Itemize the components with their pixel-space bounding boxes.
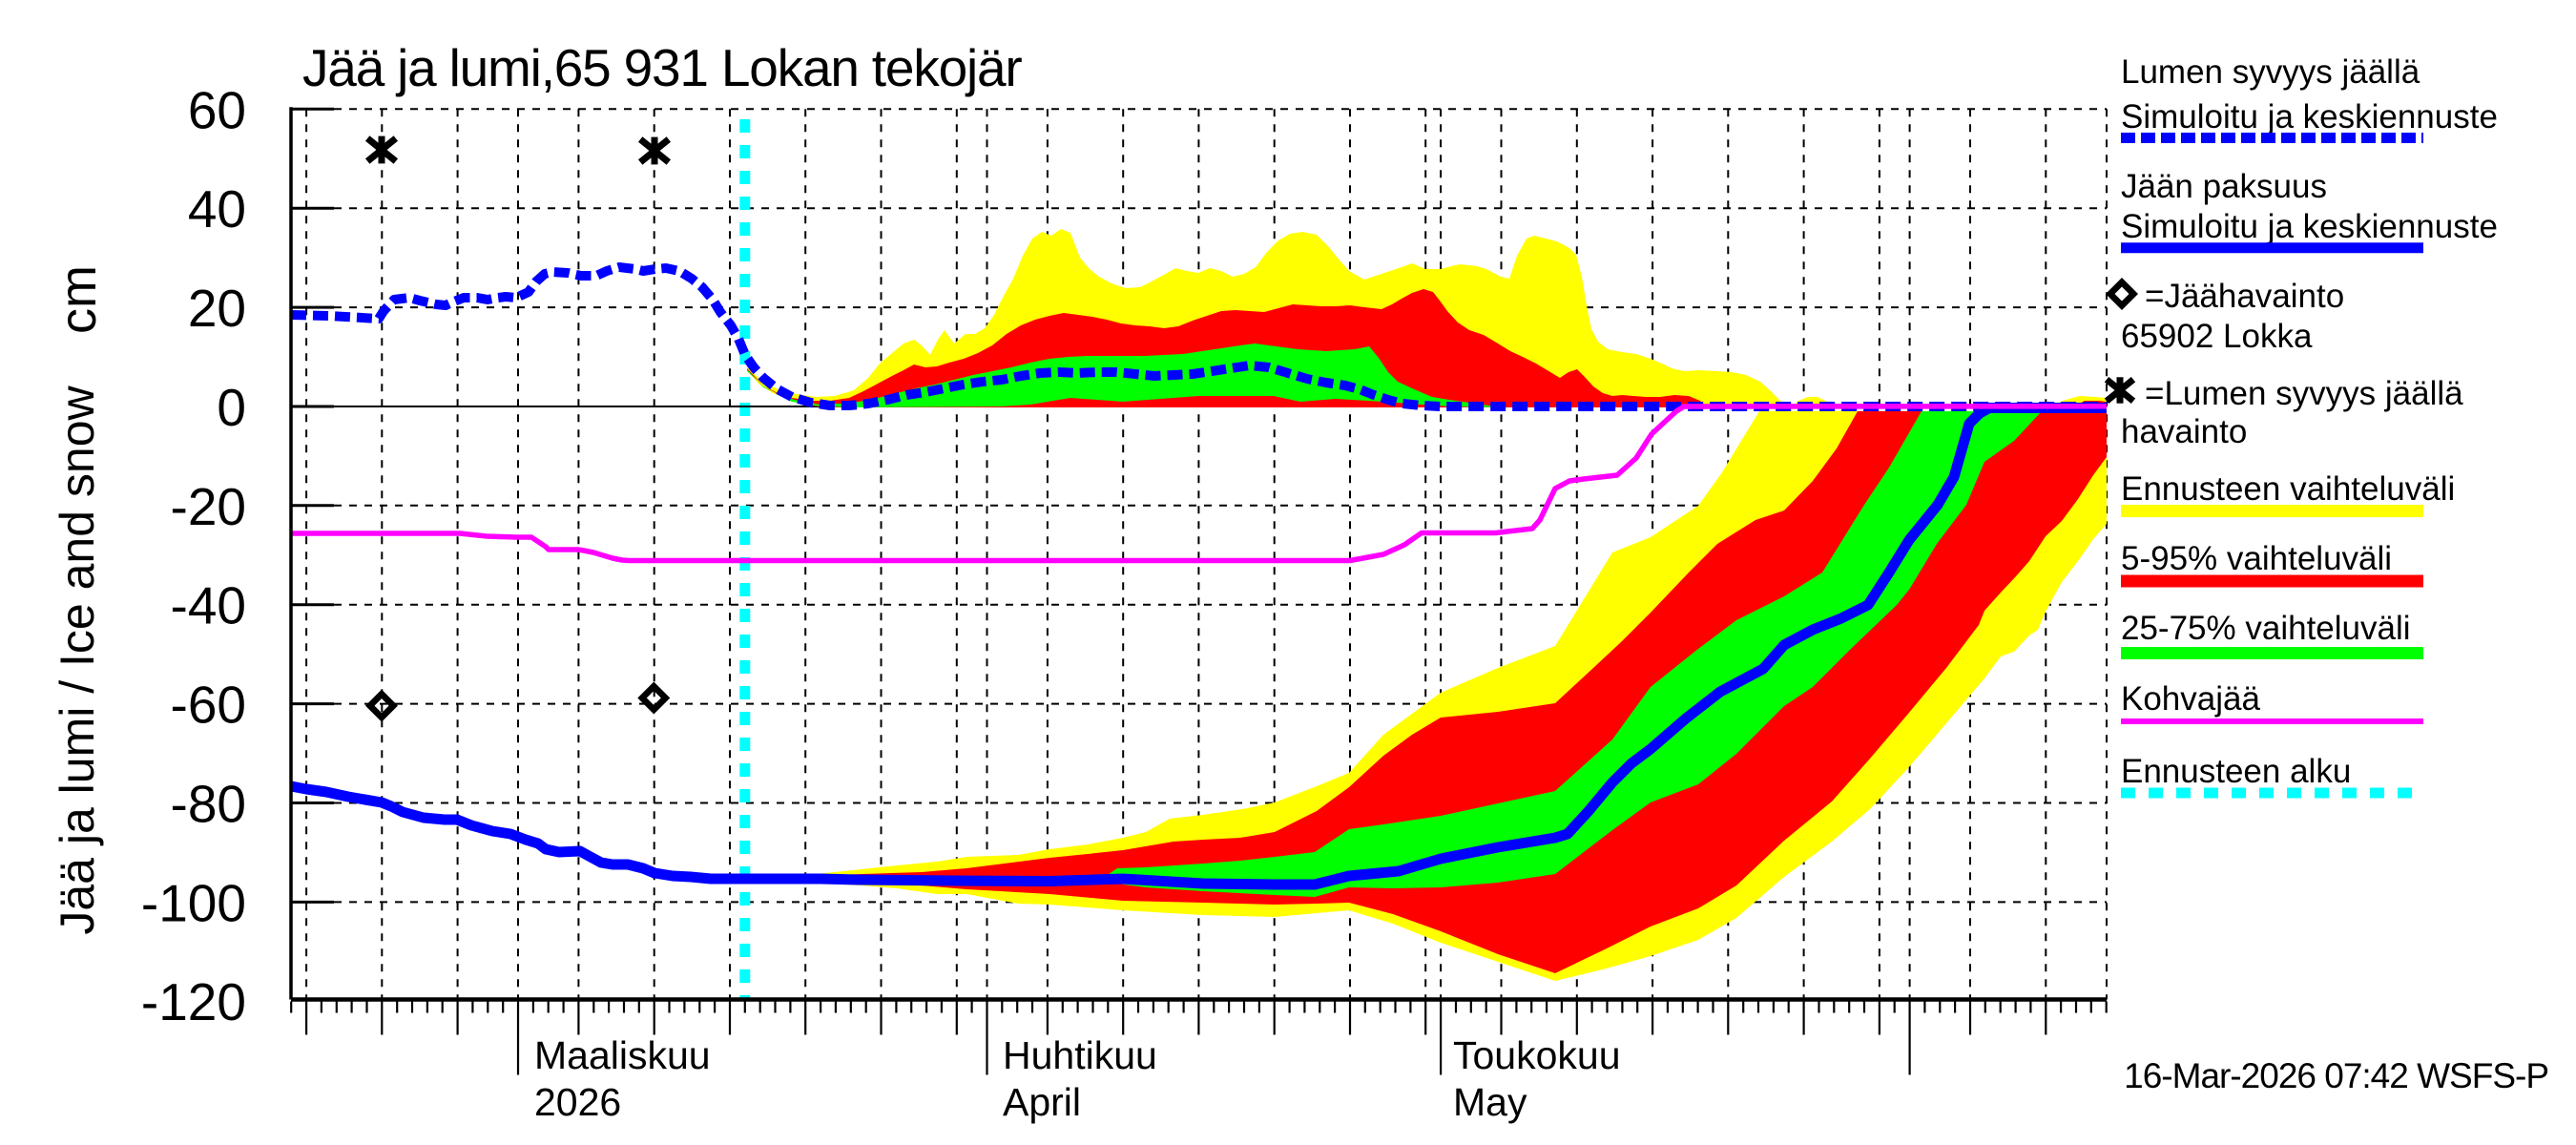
svg-text:2026: 2026	[534, 1080, 621, 1124]
svg-text:Ennusteen alku: Ennusteen alku	[2121, 753, 2351, 790]
svg-text:Ennusteen vaihteluväli: Ennusteen vaihteluväli	[2121, 470, 2455, 508]
svg-text:havainto: havainto	[2121, 413, 2247, 450]
svg-text:-100: -100	[141, 873, 246, 932]
svg-text:May: May	[1453, 1080, 1527, 1124]
svg-text:65902 Lokka: 65902 Lokka	[2121, 318, 2313, 355]
svg-text:-20: -20	[171, 477, 247, 536]
svg-text:Jään paksuus: Jään paksuus	[2121, 168, 2327, 205]
svg-text:0: 0	[217, 378, 246, 437]
svg-text:Kohvajää: Kohvajää	[2121, 680, 2260, 718]
svg-text:-80: -80	[171, 775, 247, 834]
svg-text:-120: -120	[141, 972, 246, 1031]
svg-text:-60: -60	[171, 676, 247, 735]
svg-text:25-75% vaihteluväli: 25-75% vaihteluväli	[2121, 610, 2411, 647]
svg-text:Simuloitu ja keskiennuste: Simuloitu ja keskiennuste	[2121, 208, 2498, 245]
svg-text:Maaliskuu: Maaliskuu	[534, 1033, 711, 1077]
svg-text:Lumen syvyys jäällä: Lumen syvyys jäällä	[2121, 53, 2420, 91]
svg-text:16-Mar-2026 07:42 WSFS-P: 16-Mar-2026 07:42 WSFS-P	[2124, 1056, 2548, 1095]
svg-text:20: 20	[188, 279, 246, 338]
svg-text:cm: cm	[50, 265, 107, 334]
svg-text:60: 60	[188, 80, 246, 139]
svg-text:=Lumen syvyys jäällä: =Lumen syvyys jäällä	[2145, 375, 2463, 412]
svg-text:40: 40	[188, 179, 246, 239]
svg-text:Simuloitu ja keskiennuste: Simuloitu ja keskiennuste	[2121, 98, 2498, 135]
svg-text:April: April	[1003, 1080, 1081, 1124]
svg-text:Jää ja lumi,65 931 Lokan tekoj: Jää ja lumi,65 931 Lokan tekojär	[302, 38, 1022, 97]
svg-text:Huhtikuu: Huhtikuu	[1003, 1033, 1157, 1077]
svg-text:Toukokuu: Toukokuu	[1453, 1033, 1621, 1077]
svg-text:=Jäähavainto: =Jäähavainto	[2145, 278, 2344, 315]
svg-text:5-95% vaihteluväli: 5-95% vaihteluväli	[2121, 540, 2392, 577]
svg-text:Jää ja lumi / Ice and snow: Jää ja lumi / Ice and snow	[51, 385, 104, 934]
svg-text:-40: -40	[171, 576, 247, 635]
